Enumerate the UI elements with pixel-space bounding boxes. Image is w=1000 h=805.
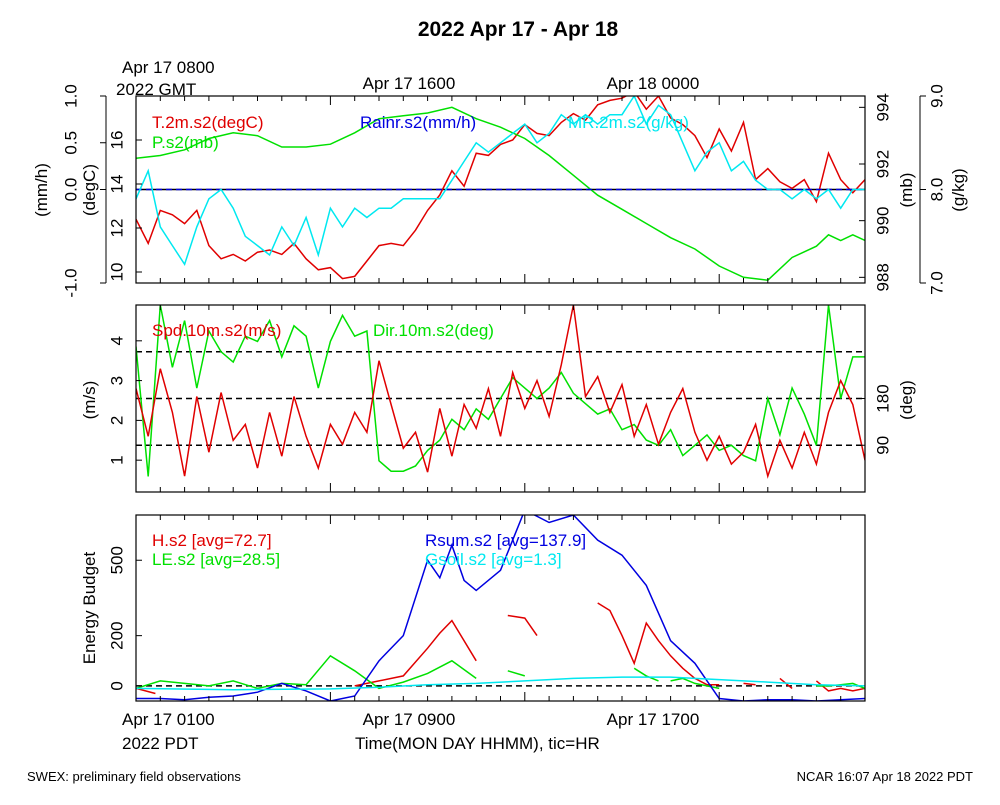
- series-segment-H.s2: [507, 614, 538, 637]
- legend-mixing-ratio: MR.2m.s2(g/kg): [568, 113, 689, 132]
- direction-tick-label: 180: [873, 384, 892, 412]
- pres-tick-label: 994: [873, 93, 892, 121]
- top-time-label-2: Apr 17 1600: [363, 74, 456, 93]
- bottom-time-label-2: Apr 17 0900: [363, 710, 456, 729]
- series-line-dir: [136, 305, 865, 477]
- mr-axis-label: (g/kg): [949, 168, 968, 211]
- legend-sensible-heat: H.s2 [avg=72.7]: [152, 531, 272, 550]
- mr-tick-label: 7.0: [927, 271, 946, 295]
- speed-tick-label: 1: [107, 455, 126, 464]
- series-line-temp: [136, 96, 865, 280]
- temp-tick-label: 14: [107, 175, 126, 194]
- energy-tick-label: 200: [107, 621, 126, 649]
- legend-pressure: P.s2(mb): [152, 133, 219, 152]
- footer-left: SWEX: preliminary field observations: [27, 769, 241, 784]
- panel-frame: [135, 304, 866, 493]
- energy-panel: 0 200 500 Energy Budget: [80, 514, 866, 702]
- rain-tick-label: -1.0: [61, 268, 80, 297]
- temp-tick-label: 12: [107, 219, 126, 238]
- series-segment-H.s2: [597, 602, 720, 686]
- series-line-mr: [136, 96, 865, 267]
- top-time-label-1b: 2022 GMT: [116, 80, 196, 99]
- legend-wind-direction: Dir.10m.s2(deg): [373, 321, 494, 340]
- direction-axis-label: (deg): [897, 380, 916, 420]
- bottom-time-label-1b: 2022 PDT: [122, 734, 199, 753]
- temp-tick-label: 16: [107, 131, 126, 150]
- rain-tick-label: 1.0: [61, 84, 80, 108]
- top-time-label-1: Apr 17 0800: [122, 58, 215, 77]
- temp-axis-label: (degC): [80, 164, 99, 216]
- legend-latent-heat: LE.s2 [avg=28.5]: [152, 550, 280, 569]
- thermo-panel: -1.0 0.0 0.5 1.0 (mm/h) 10 12 14 16 (degC) 988 990 9…: [32, 84, 968, 297]
- rain-tick-label: 0.5: [61, 131, 80, 155]
- legend-temperature: T.2m.s2(degC): [152, 113, 263, 132]
- series-segment-H.s2: [136, 687, 156, 695]
- energy-tick-label: 0: [107, 681, 126, 690]
- legend-ground-flux: Gsoil.s2 [avg=1.3]: [425, 550, 562, 569]
- panel-plot-area: [136, 96, 865, 281]
- series-line-pres: [136, 106, 865, 281]
- speed-tick-label: 3: [107, 376, 126, 385]
- speed-tick-label: 4: [107, 336, 126, 345]
- legend-wind-speed: Spd.10m.s2(m/s): [152, 321, 281, 340]
- panel-plot-area: [136, 515, 865, 701]
- speed-tick-label: 2: [107, 416, 126, 425]
- speed-axis-label: (m/s): [80, 381, 99, 420]
- series-segment-LE.s2: [633, 667, 659, 682]
- bottom-time-label-1: Apr 17 0100: [122, 710, 215, 729]
- chart-title: 2022 Apr 17 - Apr 18: [418, 18, 619, 41]
- rain-tick-label: 0.0: [61, 178, 80, 202]
- series-segment-LE.s2: [136, 654, 477, 690]
- mr-tick-label: 9.0: [927, 84, 946, 108]
- footer-right: NCAR 16:07 Apr 18 2022 PDT: [797, 769, 973, 784]
- pres-tick-label: 990: [873, 206, 892, 234]
- series-segment-H.s2: [743, 682, 756, 686]
- direction-tick-label: 90: [873, 436, 892, 455]
- series-line-spd: [136, 305, 865, 479]
- pres-tick-label: 992: [873, 150, 892, 178]
- mr-tick-label: 8.0: [927, 178, 946, 202]
- pres-axis-label: (mb): [897, 173, 916, 208]
- series-segment-LE.s2: [507, 670, 526, 677]
- panel-frame: [135, 95, 866, 284]
- panel-plot-area: [136, 305, 865, 479]
- temp-tick-label: 10: [107, 263, 126, 282]
- series-line-Gsoil.s2: [136, 676, 865, 691]
- pres-tick-label: 988: [873, 263, 892, 291]
- wind-panel: 1 2 3 4 (m/s) 90 180 (deg): [80, 304, 916, 493]
- energy-axis-label: Energy Budget: [80, 551, 99, 664]
- series-segment-H.s2: [354, 619, 477, 687]
- top-time-label-3: Apr 18 0000: [607, 74, 700, 93]
- energy-tick-label: 500: [107, 546, 126, 574]
- panel-frame: [135, 514, 866, 702]
- x-axis-title: Time(MON DAY HHMM), tic=HR: [355, 734, 600, 753]
- legend-net-radiation: Rsum.s2 [avg=137.9]: [425, 531, 586, 550]
- legend-rain: Rainr.s2(mm/h): [360, 113, 476, 132]
- series-segment-H.s2: [815, 680, 865, 692]
- bottom-time-label-3: Apr 17 1700: [607, 710, 700, 729]
- rain-axis-label: (mm/h): [32, 163, 51, 217]
